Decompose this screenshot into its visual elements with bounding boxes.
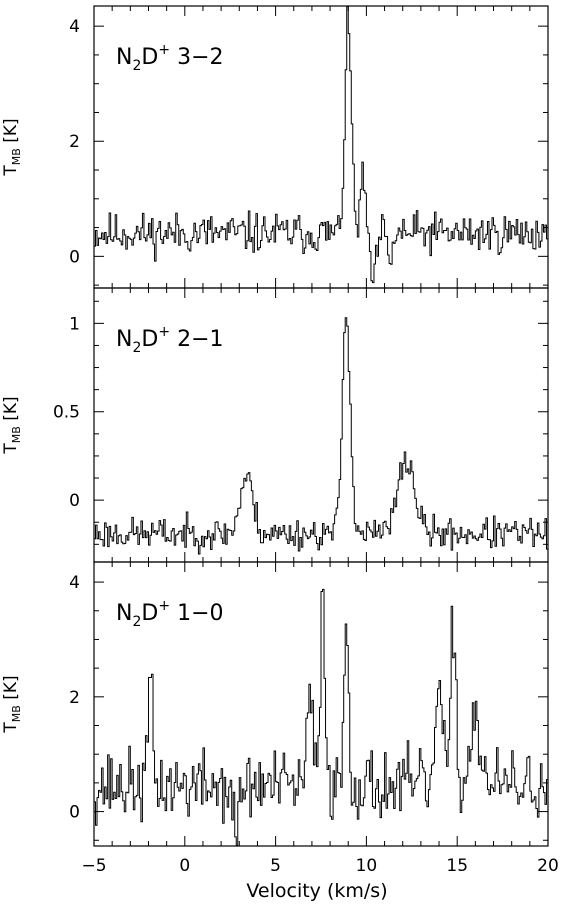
transition-label: N2D+ 1−0 (116, 598, 224, 630)
y-tick-label: 4 (69, 17, 80, 37)
y-tick-label: 2 (69, 132, 80, 152)
y-tick-label: 0 (69, 247, 80, 267)
y-tick-label: 2 (69, 688, 80, 708)
y-tick-label: 0.5 (53, 403, 80, 423)
y-tick-label: 1 (69, 314, 80, 334)
spectrum-line (94, 588, 548, 846)
x-tick-label: −5 (81, 856, 106, 876)
transition-label: N2D+ 2−1 (116, 324, 224, 356)
x-tick-labels: −5 0 5 10 15 20 (81, 856, 558, 876)
x-tick-label: 20 (537, 856, 559, 876)
transition-label: N2D+ 3−2 (116, 42, 224, 74)
panels: 0 2 4 TMB [K] N2D+ 3−2 0 0.5 1 TMB [K] N2D+ 2−1 0 2… (1, 5, 549, 847)
y-axis-label: TMB [K] (1, 118, 23, 176)
y-tick-label: 4 (69, 573, 80, 593)
x-tick-label: 15 (446, 856, 468, 876)
panel-3: 0 2 4 TMB [K] N2D+ 1−0 (1, 561, 549, 847)
panel-frame (93, 561, 549, 847)
spectrum-line (94, 317, 548, 555)
y-axis-label: TMB [K] (1, 675, 23, 733)
y-axis-label: TMB [K] (1, 396, 23, 454)
x-tick-label: 5 (270, 856, 281, 876)
spectrum-line (94, 6, 548, 284)
panel-2: 0 0.5 1 TMB [K] N2D+ 2−1 (1, 287, 549, 563)
y-tick-label: 0 (69, 491, 80, 511)
y-tick-label: 0 (69, 803, 80, 823)
x-tick-label: 0 (179, 856, 190, 876)
panel-1: 0 2 4 TMB [K] N2D+ 3−2 (1, 5, 549, 289)
x-axis-label: Velocity (km/s) (246, 880, 387, 902)
x-tick-label: 10 (356, 856, 378, 876)
